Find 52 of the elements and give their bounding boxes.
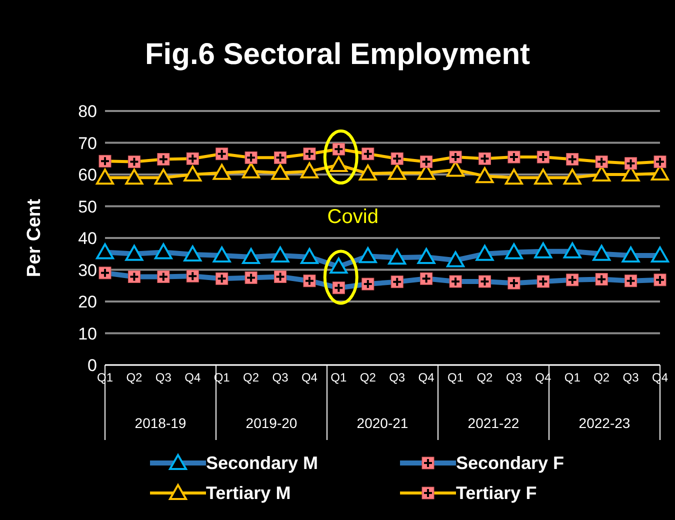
annotation: Covid: [327, 206, 378, 230]
point: [242, 162, 260, 178]
x-tick-label: Q4: [418, 370, 435, 385]
y-tick-label: 50: [78, 197, 97, 216]
x-tick-label: Q3: [155, 370, 172, 385]
legend-label: Tertiary M: [206, 482, 291, 504]
point: [358, 164, 377, 181]
text: 2018-19: [134, 415, 186, 431]
text: 2022-23: [578, 415, 630, 431]
y-tick-label: 0: [88, 356, 97, 376]
point: [154, 168, 172, 185]
point: [476, 167, 494, 184]
y-tick-label: 80: [78, 102, 97, 122]
x-tick-label: Q1: [330, 370, 348, 385]
y-tick-label: 70: [78, 134, 97, 153]
y-tick-label: 30: [78, 260, 97, 280]
y-tick-label: 60: [78, 166, 97, 185]
text: 2019-20: [246, 415, 298, 431]
legend-label: Tertiary F: [456, 482, 537, 504]
x-tick-label: Q4: [301, 370, 318, 385]
point: [592, 166, 611, 182]
x-tick-label: Q2: [476, 370, 494, 385]
legend-label: Secondary F: [456, 452, 564, 474]
x-tick-label: Q2: [360, 370, 376, 385]
point: [534, 168, 552, 185]
x-tick-label: Q3: [622, 370, 640, 385]
x-tick-label: Q3: [389, 370, 406, 385]
point: [184, 166, 202, 182]
point: [563, 168, 582, 185]
legend-label: Secondary M: [206, 452, 318, 474]
x-tick-label: Q2: [243, 370, 260, 385]
point: [388, 164, 406, 180]
point: [504, 168, 523, 185]
x-tick-label: Q1: [564, 370, 581, 385]
text: 2021-22: [468, 415, 520, 431]
x-tick-label: Q4: [184, 370, 201, 385]
y-tick-label: 10: [78, 324, 97, 344]
x-tick-label: Q1: [448, 370, 464, 385]
x-tick-label: Q3: [272, 370, 289, 385]
point: [96, 168, 114, 185]
chart-title: Fig.6 Sectoral Employment: [144, 38, 532, 72]
text: 2020-21: [356, 415, 408, 431]
point: [300, 162, 318, 178]
y-tick-label: 40: [78, 229, 97, 248]
x-tick-label: Q3: [506, 370, 522, 385]
x-tick-label: Q2: [126, 370, 143, 385]
point: [271, 164, 290, 180]
point: [125, 168, 144, 185]
x-tick-label: Q2: [594, 370, 610, 385]
y-tick-label: 20: [78, 292, 97, 312]
point: [212, 164, 231, 180]
y-axis-title: Per Cent: [24, 198, 46, 278]
